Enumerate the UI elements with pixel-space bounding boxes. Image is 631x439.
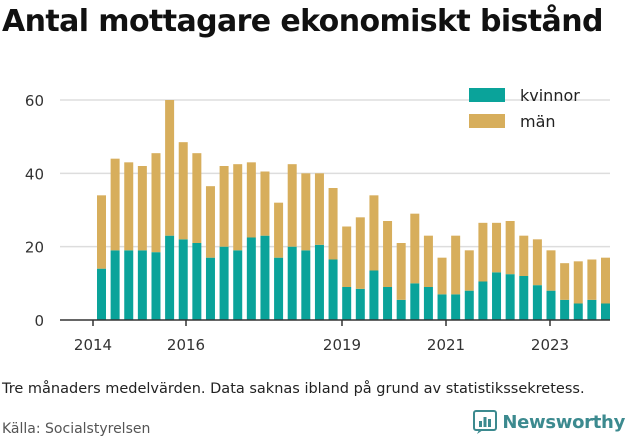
chart-note: Tre månaders medelvärden. Data saknas ib… [2,381,585,397]
x-tick-label: 2023 [531,336,569,354]
bar-man [396,243,406,300]
bar-kvinnor [560,299,570,320]
x-tick-label: 2014 [74,336,112,354]
bar-kvinnor [110,250,120,320]
bar-kvinnor [505,274,515,320]
y-tick-label: 40 [25,165,44,183]
bar-kvinnor [97,268,106,320]
bar-man [165,100,175,236]
bar-man [342,226,352,287]
bar-man [505,221,515,275]
bar-kvinnor [587,299,597,320]
bar-man [587,259,597,300]
chart-title: Antal mottagare ekonomiskt bistånd [2,4,603,39]
bar-man [233,164,243,251]
bar-kvinnor [396,299,406,320]
bar-man [328,188,338,260]
bar-man [519,235,529,276]
bar-kvinnor [274,257,284,320]
bar-man [437,257,447,295]
bar-kvinnor [532,285,542,320]
bar-kvinnor [137,250,147,320]
bar-kvinnor [464,290,474,320]
bar-chart: 0 20 40 60 2014 2016 2019 2021 2023 kvinnor män [25,86,610,354]
chart-source: Källa: Socialstyrelsen [2,421,151,437]
bar-man [532,239,542,286]
x-tick-label: 2016 [167,336,205,354]
legend-swatch-man [469,114,505,128]
bar-kvinnor [423,287,433,320]
bar-man [205,186,215,258]
bar-man [274,202,284,258]
bar-kvinnor [342,287,352,320]
bar-man [423,235,433,287]
legend-swatch-kvinnor [469,88,505,102]
bar-kvinnor [410,283,420,320]
bar-man [192,153,202,243]
bar-kvinnor [601,303,610,320]
newsworthy-logo[interactable]: Newsworthy [473,410,625,434]
bar-man [478,222,488,282]
bar-kvinnor [451,294,461,320]
legend-label-man: män [520,112,556,131]
bar-kvinnor [124,250,134,320]
bar-man [151,153,161,253]
bar-man [573,261,583,304]
bar-man [383,221,393,287]
bar-kvinnor [314,244,324,320]
bar-man [464,250,474,291]
bar-kvinnor [546,290,556,320]
x-tick-label: 2019 [323,336,361,354]
bar-kvinnor [437,294,447,320]
bar-man [492,222,502,273]
bar-man [124,162,134,251]
y-tick-label: 0 [34,312,44,330]
legend-label-kvinnor: kvinnor [520,86,580,105]
bar-kvinnor [328,259,338,320]
bar-kvinnor [178,239,188,320]
bar-kvinnor [519,276,529,320]
bar-man [451,235,461,295]
bar-man [287,164,297,247]
bar-kvinnor [573,303,583,320]
bar-man [546,250,556,291]
bar-kvinnor [260,235,270,320]
bar-kvinnor [355,288,365,320]
x-tick-label: 2021 [427,336,465,354]
bar-man [97,195,106,269]
bar-kvinnor [287,246,297,320]
bar-kvinnor [165,235,175,320]
bar-kvinnor [383,287,393,320]
bar-kvinnor [478,281,488,320]
bar-man [260,171,270,236]
bar-man [560,263,570,300]
bar-kvinnor [233,250,243,320]
bar-man [410,213,420,284]
bar-man [219,166,229,247]
bar-man [301,173,311,251]
bar-man [137,166,147,251]
brand-name: Newsworthy [502,411,625,433]
bar-man [110,158,120,251]
newsworthy-chart-icon [473,410,498,434]
bar-kvinnor [301,250,311,320]
bar-kvinnor [151,252,161,320]
bar-kvinnor [246,237,256,320]
y-tick-label: 20 [25,239,44,257]
y-tick-label: 60 [25,92,44,110]
bar-man [355,217,365,289]
bar-man [178,142,188,240]
bar-kvinnor [492,272,502,320]
bar-man [601,257,610,304]
bar-man [369,195,379,271]
bar-man [246,162,256,238]
bar-kvinnor [205,257,215,320]
bar-kvinnor [219,246,229,320]
bar-man [314,173,324,245]
bar-kvinnor [369,270,379,320]
bar-kvinnor [192,243,202,320]
